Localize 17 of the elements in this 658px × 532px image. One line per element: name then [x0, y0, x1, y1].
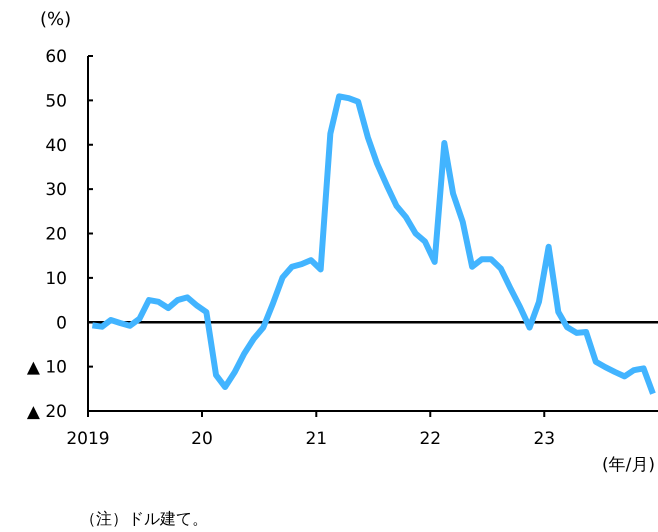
x-tick-label: 21 — [305, 429, 328, 449]
y-tick-label: 20 — [45, 224, 67, 244]
y-tick-label: 10 — [45, 268, 67, 289]
text: （注）ドル建て。 — [80, 509, 208, 528]
x-tick-label: 22 — [419, 429, 442, 449]
x-tick-label: 20 — [191, 429, 213, 449]
y-tick-label: 30 — [45, 180, 67, 200]
y-tick-label: 60 — [45, 47, 67, 67]
x-tick-label: 23 — [533, 429, 556, 449]
x-tick-label: 2019 — [66, 429, 110, 449]
y-tick-label: 50 — [45, 91, 67, 112]
y-axis-title: (%) — [40, 9, 72, 30]
x-axis-title: (年/月) — [602, 455, 655, 475]
y-tick-label: ▲ 20 — [26, 402, 67, 422]
y-tick-label: 40 — [45, 136, 67, 156]
y-tick-label: 0 — [56, 313, 67, 334]
y-tick-label: ▲ 10 — [26, 358, 67, 378]
